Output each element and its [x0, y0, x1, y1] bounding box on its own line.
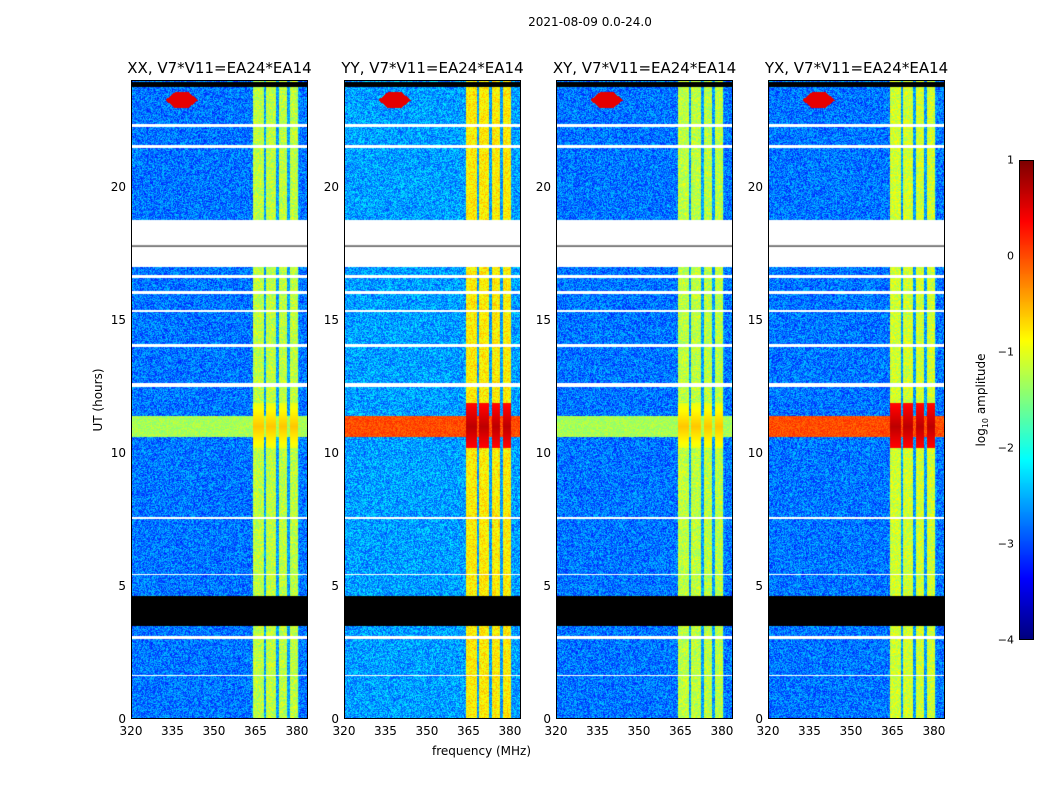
y-tick-label: 20 — [535, 179, 551, 194]
y-tick-label: 10 — [110, 445, 126, 460]
y-tick-label: 15 — [535, 312, 551, 327]
x-tick-label: 350 — [202, 724, 226, 738]
x-tick-label: 335 — [798, 724, 821, 738]
y-tick-label: 15 — [323, 312, 339, 327]
y-tick-label: 0 — [755, 712, 763, 726]
colorbar-label-log: log — [973, 428, 988, 447]
colorbar-tick-label: 1 — [1007, 153, 1014, 167]
x-tick-label: 380 — [922, 724, 946, 738]
x-tick-label: 365 — [669, 724, 692, 738]
x-tick-label: 320 — [332, 724, 356, 738]
panel-title: YY, V7*V11=EA24*EA14 — [341, 59, 524, 77]
x-tick-label: 320 — [756, 724, 780, 738]
y-axis-label: UT (hours) — [91, 368, 105, 432]
y-tick-label: 5 — [118, 578, 126, 593]
x-tick-label: 335 — [374, 724, 397, 738]
x-tick-label: 350 — [839, 724, 863, 738]
colorbar-label-rest: amplitude — [973, 353, 988, 418]
x-tick-label: 335 — [586, 724, 609, 738]
y-tick-label: 0 — [543, 712, 551, 726]
colorbar — [1019, 160, 1034, 640]
colorbar-tick-label: −1 — [997, 345, 1014, 359]
x-tick-label: 320 — [544, 724, 568, 738]
x-axis-label: frequency (MHz) — [432, 744, 532, 758]
x-tick-label: 365 — [881, 724, 904, 738]
y-tick-label: 20 — [323, 179, 339, 194]
x-tick-label: 365 — [244, 724, 267, 738]
x-tick-label: 350 — [415, 724, 439, 738]
y-tick-label: 10 — [535, 445, 551, 460]
waterfall-panel-1 — [344, 80, 521, 719]
x-tick-label: 365 — [457, 724, 480, 738]
y-tick-label: 20 — [110, 179, 126, 194]
y-tick-label: 15 — [747, 312, 763, 327]
waterfall-panel-2 — [556, 80, 733, 719]
y-tick-label: 5 — [331, 578, 339, 593]
colorbar-tick-label: −3 — [997, 537, 1014, 551]
panel-title: XY, V7*V11=EA24*EA14 — [552, 59, 737, 77]
y-tick-label: 5 — [543, 578, 551, 593]
x-tick-label: 335 — [161, 724, 184, 738]
panel-title: XX, V7*V11=EA24*EA14 — [127, 59, 312, 77]
y-tick-label: 20 — [747, 179, 763, 194]
x-tick-label: 380 — [710, 724, 734, 738]
colorbar-label-sub: 10 — [981, 417, 991, 429]
y-tick-label: 10 — [747, 445, 763, 460]
x-tick-label: 350 — [627, 724, 651, 738]
figure-title: 2021-08-09 0.0-24.0 — [528, 15, 652, 29]
panel-title: YX, V7*V11=EA24*EA14 — [764, 59, 949, 77]
y-tick-label: 15 — [110, 312, 126, 327]
colorbar-tick-label: −2 — [997, 441, 1014, 455]
x-tick-label: 320 — [119, 724, 143, 738]
y-tick-label: 0 — [331, 712, 339, 726]
x-tick-label: 380 — [498, 724, 522, 738]
colorbar-tick-label: −4 — [997, 633, 1014, 647]
waterfall-panel-0 — [131, 80, 308, 719]
y-tick-label: 5 — [755, 578, 763, 593]
colorbar-label: log10 amplitude — [974, 354, 990, 447]
y-tick-label: 0 — [118, 712, 126, 726]
x-tick-label: 380 — [285, 724, 309, 738]
colorbar-tick-label: 0 — [1007, 249, 1014, 263]
y-tick-label: 10 — [323, 445, 339, 460]
waterfall-panel-3 — [768, 80, 945, 719]
